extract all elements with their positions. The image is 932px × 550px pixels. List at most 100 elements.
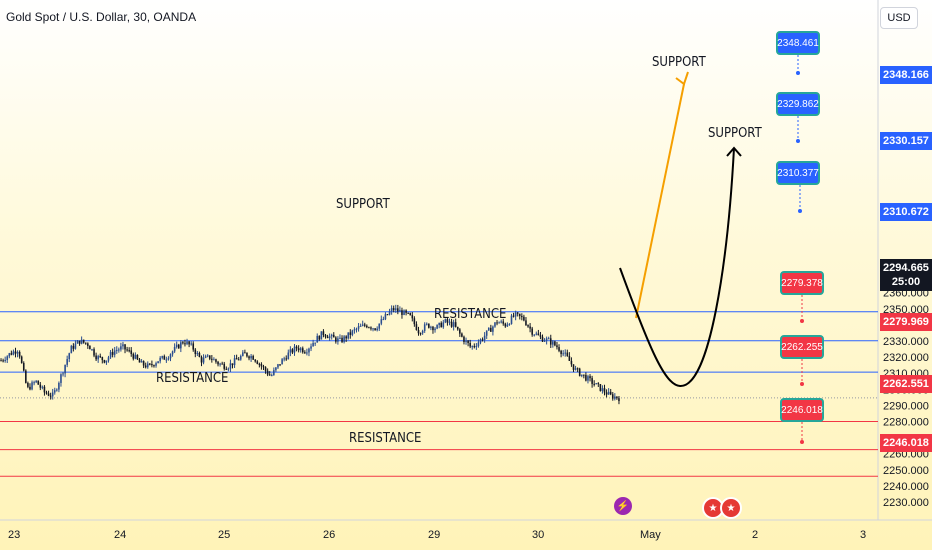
- candle-body: [279, 364, 281, 366]
- candle-body: [587, 376, 589, 381]
- resistance-annotation-1: RESISTANCE: [434, 307, 507, 322]
- candle-body: [157, 361, 159, 364]
- candle-body: [51, 392, 54, 397]
- currency-button[interactable]: USD: [880, 7, 918, 29]
- candle-body: [25, 370, 27, 383]
- orange-projection-line: [635, 83, 685, 319]
- alert-blue-3[interactable]: 2310.377: [776, 161, 820, 185]
- candle-body: [411, 315, 414, 319]
- resistance-annotation-2: RESISTANCE: [156, 371, 229, 386]
- lightning-icon[interactable]: ⚡: [614, 497, 632, 515]
- alert-red-1[interactable]: 2279.378: [780, 271, 824, 295]
- y-tick-label: 2240.000: [883, 481, 929, 493]
- candle-body: [421, 330, 424, 334]
- candle-body: [120, 346, 122, 350]
- candle-body: [599, 384, 602, 391]
- y-tick-label: 2290.000: [883, 400, 929, 412]
- candle-body: [456, 326, 459, 330]
- candle-body: [231, 363, 234, 366]
- candle-body: [461, 333, 463, 337]
- candle-body: [403, 310, 405, 315]
- candle-body: [521, 316, 523, 318]
- candle-body: [184, 343, 186, 345]
- level-label-2310: 2310.672: [880, 203, 932, 221]
- candle-body: [142, 361, 145, 366]
- candle-body: [33, 382, 35, 384]
- candle-body: [390, 308, 393, 312]
- candle-body: [322, 331, 325, 335]
- candle-body: [39, 384, 42, 388]
- candle-body: [405, 310, 407, 313]
- x-tick-label: May: [640, 529, 661, 541]
- candle-body: [446, 319, 449, 323]
- candle-body: [132, 353, 135, 359]
- candle-body: [126, 349, 128, 351]
- candle-body: [481, 339, 484, 341]
- candle-body: [568, 355, 571, 361]
- level-label-2279: 2279.969: [880, 313, 932, 331]
- candle-body: [95, 355, 97, 360]
- candle-body: [413, 318, 416, 325]
- x-tick-label: 24: [114, 529, 126, 541]
- candle-body: [345, 336, 347, 339]
- candle-body: [175, 344, 178, 347]
- candle-body: [353, 329, 356, 331]
- alert-blue-2[interactable]: 2329.862: [776, 92, 820, 116]
- candle-body: [0, 360, 2, 362]
- candle-body: [324, 334, 327, 337]
- candle-body: [502, 321, 505, 324]
- candle-body: [200, 356, 203, 363]
- candle-body: [475, 346, 478, 348]
- candle-body: [512, 315, 515, 317]
- candle-body: [310, 346, 312, 349]
- candle-body: [151, 364, 153, 366]
- candle-body: [202, 357, 205, 363]
- x-tick-label: 2: [752, 529, 758, 541]
- candle-body: [386, 314, 389, 316]
- candle-body: [603, 388, 606, 393]
- candle-body: [366, 325, 368, 328]
- alert-dot: [800, 440, 804, 444]
- candle-body: [370, 327, 372, 329]
- candle-body: [12, 351, 15, 355]
- candle-body: [518, 313, 521, 317]
- alert-dot: [798, 209, 802, 213]
- alert-red-2[interactable]: 2262.255: [780, 335, 824, 359]
- candle-body: [122, 344, 124, 347]
- candle-body: [198, 353, 201, 357]
- alert-red-3[interactable]: 2246.018: [780, 398, 824, 422]
- candle-body: [115, 349, 118, 351]
- orange-arrow-head: [675, 71, 689, 86]
- candle-countdown: 25:00: [891, 276, 921, 288]
- candle-body: [328, 336, 331, 339]
- x-tick-label: 30: [532, 529, 544, 541]
- candle-body: [161, 356, 164, 358]
- current-price-tag: 2294.665 25:00: [880, 259, 932, 291]
- candle-body: [109, 352, 112, 358]
- candle-body: [206, 355, 209, 357]
- candle-body: [500, 321, 502, 323]
- us-flag-event-icon-2[interactable]: ★: [720, 497, 742, 519]
- candle-body: [60, 374, 62, 383]
- candle-body: [233, 358, 236, 366]
- candle-body: [506, 324, 509, 327]
- candle-body: [171, 351, 174, 355]
- candle-body: [29, 386, 31, 390]
- candle-body: [471, 346, 474, 348]
- candle-body: [287, 352, 290, 360]
- candle-body: [374, 328, 376, 331]
- alert-blue-1[interactable]: 2348.461: [776, 31, 820, 55]
- alert-dot: [800, 382, 804, 386]
- candle-body: [124, 344, 126, 350]
- candle-body: [355, 328, 358, 330]
- candle-body: [295, 346, 298, 349]
- candle-body: [84, 342, 87, 344]
- candle-body: [494, 322, 496, 327]
- candle-body: [409, 313, 412, 316]
- candle-body: [225, 368, 228, 370]
- candle-body: [496, 322, 498, 324]
- candle-body: [221, 363, 223, 365]
- candle-body: [27, 382, 29, 387]
- candle-body: [490, 327, 492, 332]
